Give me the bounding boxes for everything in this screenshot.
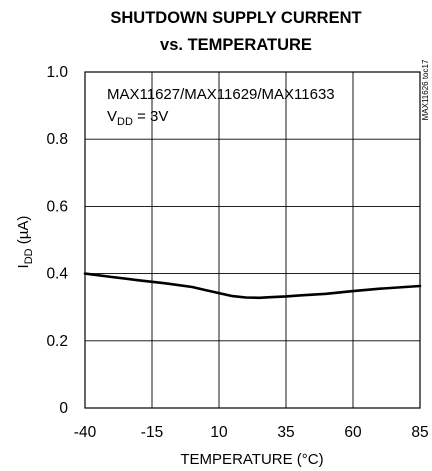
series-line bbox=[83, 272, 422, 300]
x-tick-label: -15 bbox=[141, 424, 163, 441]
grid bbox=[85, 72, 420, 408]
y-axis-label: IDD (µA) bbox=[15, 216, 35, 269]
plot-frame bbox=[84, 71, 421, 409]
x-tick-label: 35 bbox=[277, 424, 294, 441]
y-tick-label: 0 bbox=[59, 400, 68, 417]
chart-title-line-2: vs. TEMPERATURE bbox=[160, 36, 312, 54]
y-tick-label: 0.6 bbox=[46, 198, 68, 215]
series-group bbox=[83, 272, 422, 300]
x-tick-label: 60 bbox=[344, 424, 362, 441]
y-tick-label: 0.8 bbox=[46, 131, 68, 148]
supply-annotation: VDD = 3V bbox=[107, 108, 168, 128]
x-ticks: -40 -15 10 35 60 85 bbox=[74, 424, 429, 441]
chart-title-line-1: SHUTDOWN SUPPLY CURRENT bbox=[110, 9, 361, 27]
x-tick-label: 85 bbox=[411, 424, 428, 441]
figure-code: MAX11626 toc17 bbox=[421, 59, 430, 120]
y-tick-label: 0.4 bbox=[46, 266, 68, 283]
x-tick-label: -40 bbox=[74, 424, 97, 441]
y-ticks: 0 0.2 0.4 0.6 0.8 1.0 bbox=[46, 64, 68, 417]
x-tick-label: 10 bbox=[210, 424, 228, 441]
x-axis-label: TEMPERATURE (°C) bbox=[180, 451, 323, 468]
y-tick-label: 0.2 bbox=[46, 333, 68, 350]
y-tick-label: 1.0 bbox=[46, 64, 68, 81]
device-annotation: MAX11627/MAX11629/MAX11633 bbox=[107, 86, 335, 103]
